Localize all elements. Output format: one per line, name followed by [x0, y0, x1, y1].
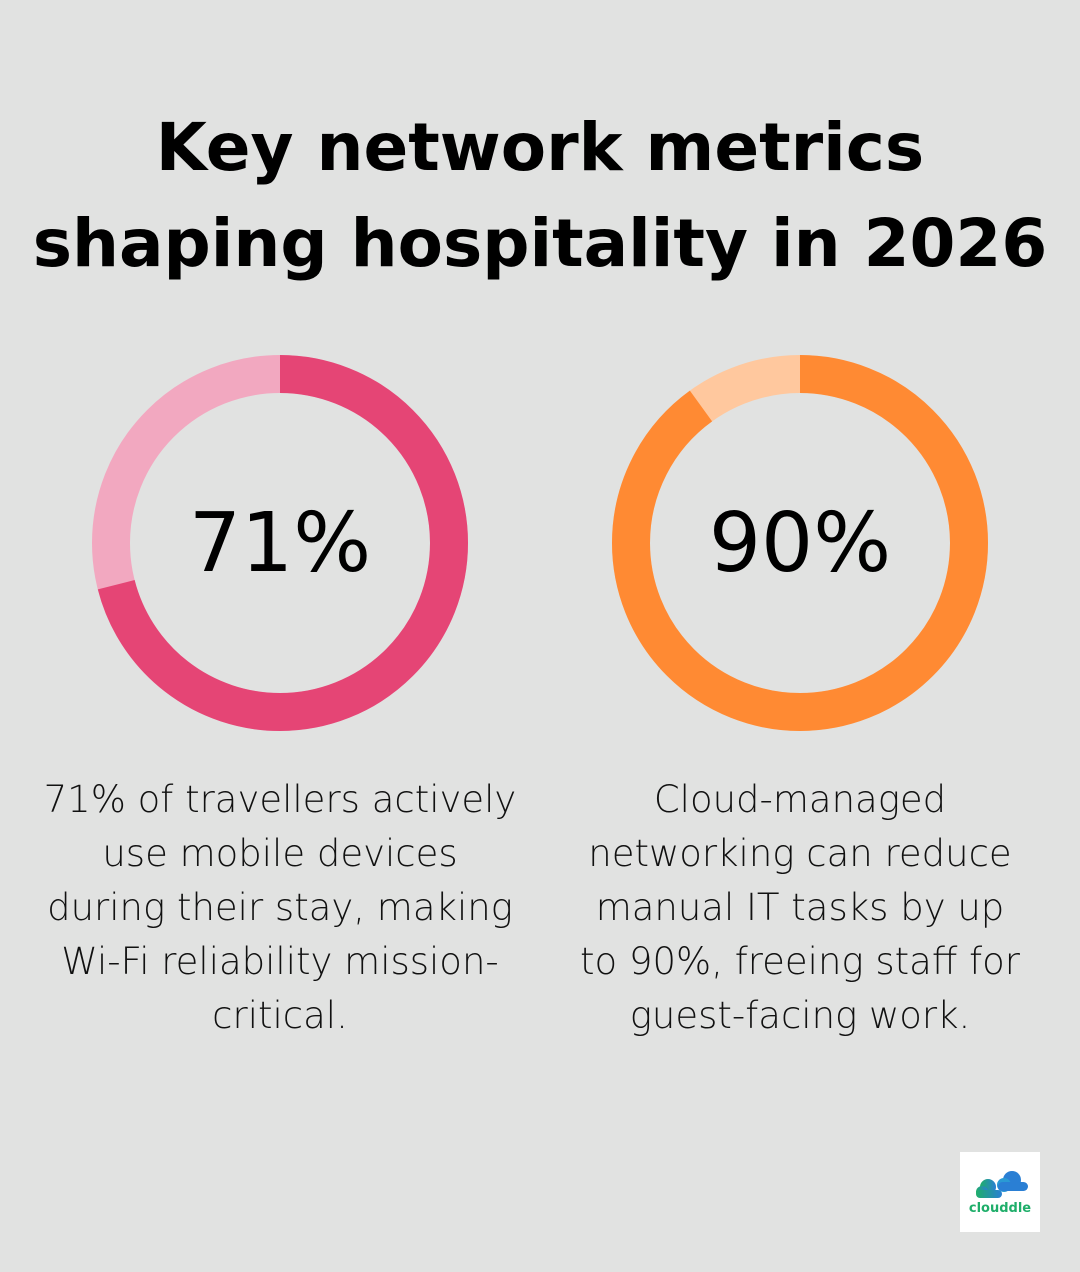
- cloud-icon: clouddle: [969, 1171, 1031, 1216]
- svg-text:clouddle: clouddle: [969, 1201, 1031, 1216]
- clouddle-logo: clouddle: [960, 1152, 1040, 1232]
- donut-value-arc: [92, 355, 468, 731]
- title-line-2: shaping hospitality in 2026: [32, 205, 1048, 282]
- donut-chart-cloud-networking: 90%: [612, 355, 988, 731]
- title-line-1: Key network metrics: [155, 109, 925, 186]
- page-title: Key network metrics shaping hospitality i…: [0, 100, 1080, 292]
- description-travellers: 71% of travellers actively use mobile de…: [43, 778, 517, 1037]
- donut-chart-travellers: 71%: [92, 355, 468, 731]
- donut-center-label: 71%: [189, 496, 371, 591]
- donut-center-label: 90%: [709, 496, 891, 591]
- donut-value-arc: [612, 355, 988, 731]
- description-cloud-networking: Cloud-managed networking can reduce manu…: [580, 778, 1020, 1037]
